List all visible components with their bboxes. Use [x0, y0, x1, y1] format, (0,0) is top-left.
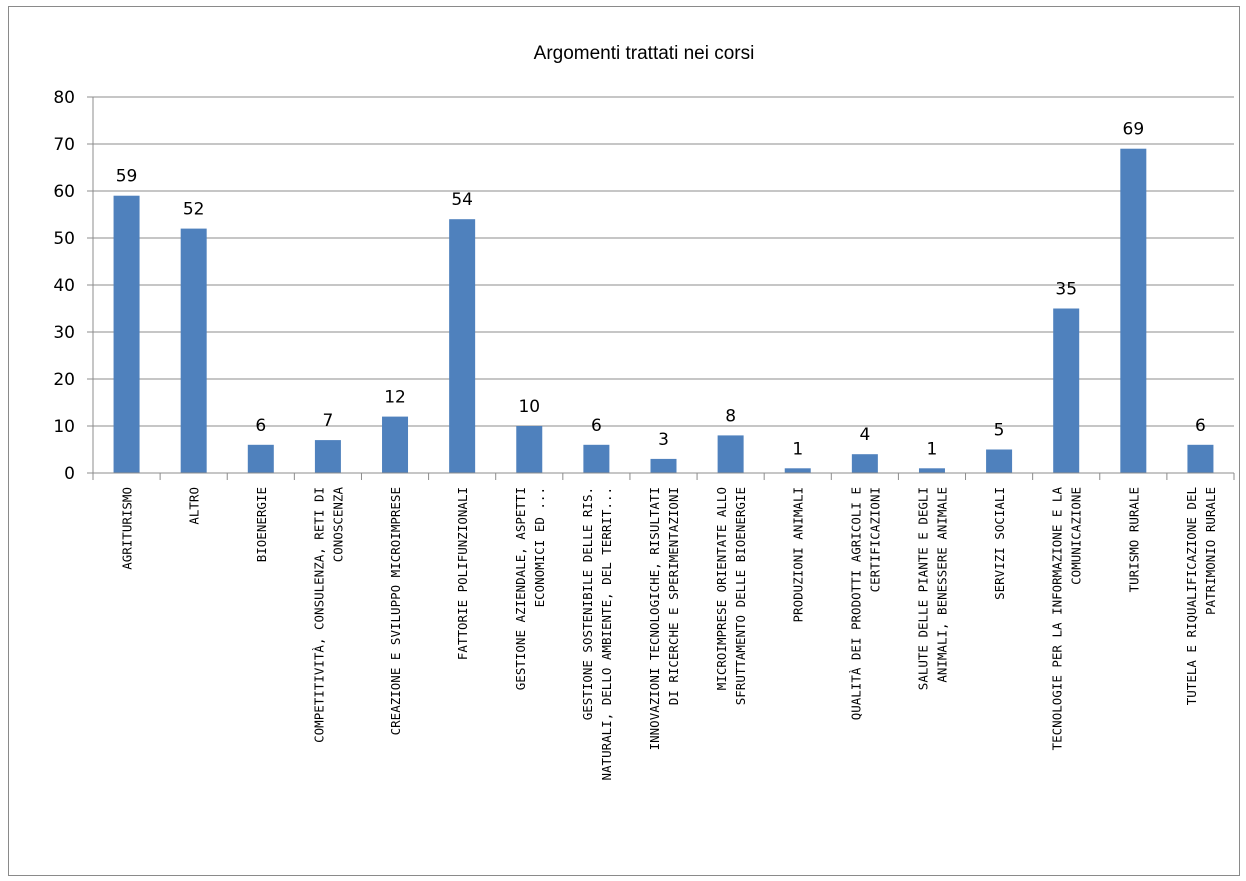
bar: [180, 228, 207, 473]
y-tick-label: 40: [53, 276, 75, 296]
x-tick-label: TUTELA E RIQUALIFICAZIONE DEL PATRIMONIO …: [1184, 487, 1218, 705]
bar: [1120, 148, 1147, 473]
bar: [1053, 308, 1080, 473]
x-tick-label-line: GESTIONE SOSTENIBILE DELLE RIS.: [580, 487, 595, 720]
x-tick-label-line: AGRITURISMO: [120, 487, 135, 570]
x-tick-label-line: CERTIFICAZIONI: [867, 487, 882, 592]
data-label: 5: [994, 421, 1005, 441]
bar: [986, 449, 1013, 473]
x-tick-label: GESTIONE AZIENDALE, ASPETTI ECONOMICI ED …: [513, 487, 547, 690]
y-tick-label: 0: [64, 464, 75, 484]
bar: [583, 444, 610, 473]
x-tick-label-line: FATTORIE POLIFUNZIONALI: [455, 487, 470, 660]
bar: [314, 440, 341, 473]
x-tick-label: MICROIMPRESE ORIENTATE ALLO SFRUTTAMENTO …: [714, 487, 748, 705]
x-tick-label-line: DI RICERCHE E SPERIMENTAZIONI: [666, 487, 681, 705]
x-tick-label-line: PRODUZIONI ANIMALI: [791, 487, 806, 622]
y-tick-label: 50: [53, 229, 75, 249]
y-axis-ticks: 0 10 20 30 40 50 60 70 80: [53, 88, 93, 484]
data-label: 69: [1123, 120, 1145, 140]
x-tick-label: BIOENERGIE: [254, 487, 269, 562]
x-tick-label-line: CREAZIONE E SVILUPPO MICROIMPRESE: [388, 487, 403, 735]
bar-chart: Argomenti trattati nei corsi 01020304050…: [53, 43, 1235, 781]
data-label: 35: [1055, 280, 1077, 300]
data-label: 4: [859, 425, 870, 445]
x-tick-label-line: ANIMALI, BENESSERE ANIMALE: [934, 487, 949, 683]
data-label: 3: [658, 430, 669, 450]
x-tick-label-line: SALUTE DELLE PIANTE E DEGLI: [915, 487, 930, 690]
x-tick-label: CREAZIONE E SVILUPPO MICROIMPRESE: [388, 487, 403, 735]
bar: [113, 195, 140, 473]
data-label: 7: [322, 411, 333, 431]
bar: [650, 458, 677, 473]
y-tick-label: 20: [53, 370, 75, 390]
x-tick-label-line: SFRUTTAMENTO DELLE BIOENERGIE: [733, 487, 748, 705]
x-tick-label-line: NATURALI, DELLO AMBIENTE, DEL TERRIT...: [599, 487, 614, 781]
gridlines: [93, 96, 1234, 427]
data-label: 12: [384, 388, 406, 408]
data-label: 54: [451, 190, 473, 210]
data-label: 59: [116, 167, 138, 187]
data-label: 6: [591, 416, 602, 436]
x-tick-label: ALTRO: [187, 487, 202, 525]
bar: [851, 454, 878, 473]
bar: [717, 435, 744, 473]
bar: [516, 426, 543, 473]
data-label: 10: [518, 397, 540, 417]
x-tick-label-line: CONOSCENZA: [330, 487, 345, 563]
y-tick-label: 10: [53, 417, 75, 437]
y-tick-label: 30: [53, 323, 75, 343]
x-tick-label-line: TECNOLOGIE PER LA INFORMAZIONE E LA: [1050, 487, 1065, 751]
bar: [1187, 444, 1214, 473]
x-tick-label-line: MICROIMPRESE ORIENTATE ALLO: [714, 487, 729, 690]
x-tick-label-line: GESTIONE AZIENDALE, ASPETTI: [513, 487, 528, 690]
x-tick-label: QUALITÀ DEI PRODOTTI AGRICOLI E CERTIFICA…: [848, 487, 882, 720]
data-label: 1: [792, 439, 803, 459]
chart-title: Argomenti trattati nei corsi: [534, 43, 755, 64]
x-tick-label: AGRITURISMO: [120, 487, 135, 570]
x-tick-label-line: SERVIZI SOCIALI: [992, 487, 1007, 600]
x-tick-label-line: ECONOMICI ED ...: [532, 487, 547, 607]
x-tick-label-line: PATRIMONIO RURALE: [1203, 487, 1218, 615]
x-tick-label-line: TUTELA E RIQUALIFICAZIONE DEL: [1184, 487, 1199, 705]
bar: [382, 416, 409, 473]
x-tick-label: GESTIONE SOSTENIBILE DELLE RIS. NATURALI,…: [580, 487, 614, 781]
x-tick-label: TECNOLOGIE PER LA INFORMAZIONE E LA COMUN…: [1050, 487, 1084, 751]
data-label: 52: [183, 200, 205, 220]
x-tick-label: FATTORIE POLIFUNZIONALI: [455, 487, 470, 660]
data-label: 6: [255, 416, 266, 436]
x-tick-label-line: COMUNICAZIONE: [1069, 487, 1084, 585]
x-tick-label: TURISMO RURALE: [1126, 487, 1141, 592]
x-tick-label-line: TURISMO RURALE: [1126, 487, 1141, 592]
x-tick-label: INNOVAZIONI TECNOLOGICHE, RISULTATI DI RI…: [647, 487, 681, 750]
data-label: 8: [725, 406, 736, 426]
data-label: 1: [927, 439, 938, 459]
y-tick-label: 80: [53, 88, 75, 108]
y-tick-label: 60: [53, 182, 75, 202]
bar: [918, 468, 945, 473]
x-tick-label-line: BIOENERGIE: [254, 487, 269, 562]
bar: [247, 444, 274, 473]
x-tick-label: SALUTE DELLE PIANTE E DEGLI ANIMALI, BENE…: [915, 487, 949, 690]
x-tick-label-line: QUALITÀ DEI PRODOTTI AGRICOLI E: [848, 487, 863, 720]
x-tick-label-line: COMPETITIVITÀ, CONSULENZA, RETI DI: [311, 487, 326, 743]
x-tick-label: SERVIZI SOCIALI: [992, 487, 1007, 600]
x-tick-label-line: ALTRO: [187, 487, 202, 525]
bar: [784, 468, 811, 473]
chart-frame: Argomenti trattati nei corsi 0 10 20 30 40 50…: [8, 6, 1240, 876]
x-tick-label: PRODUZIONI ANIMALI: [791, 487, 806, 622]
bar: [449, 219, 476, 473]
x-axis-ticks: AGRITURISMO ALTRO BIOENERGIE COMPETITIVITÀ,…: [120, 487, 1218, 781]
y-tick-label: 70: [53, 135, 75, 155]
x-tick-label: COMPETITIVITÀ, CONSULENZA, RETI DI CONOSC…: [311, 487, 345, 743]
data-label: 6: [1195, 416, 1206, 436]
bars: [113, 148, 1214, 473]
data-labels: 59 52 6 7 12 54 10 6 3 8 1 4 1 5 35 69 6: [116, 120, 1206, 460]
x-tick-label-line: INNOVAZIONI TECNOLOGICHE, RISULTATI: [647, 487, 662, 750]
